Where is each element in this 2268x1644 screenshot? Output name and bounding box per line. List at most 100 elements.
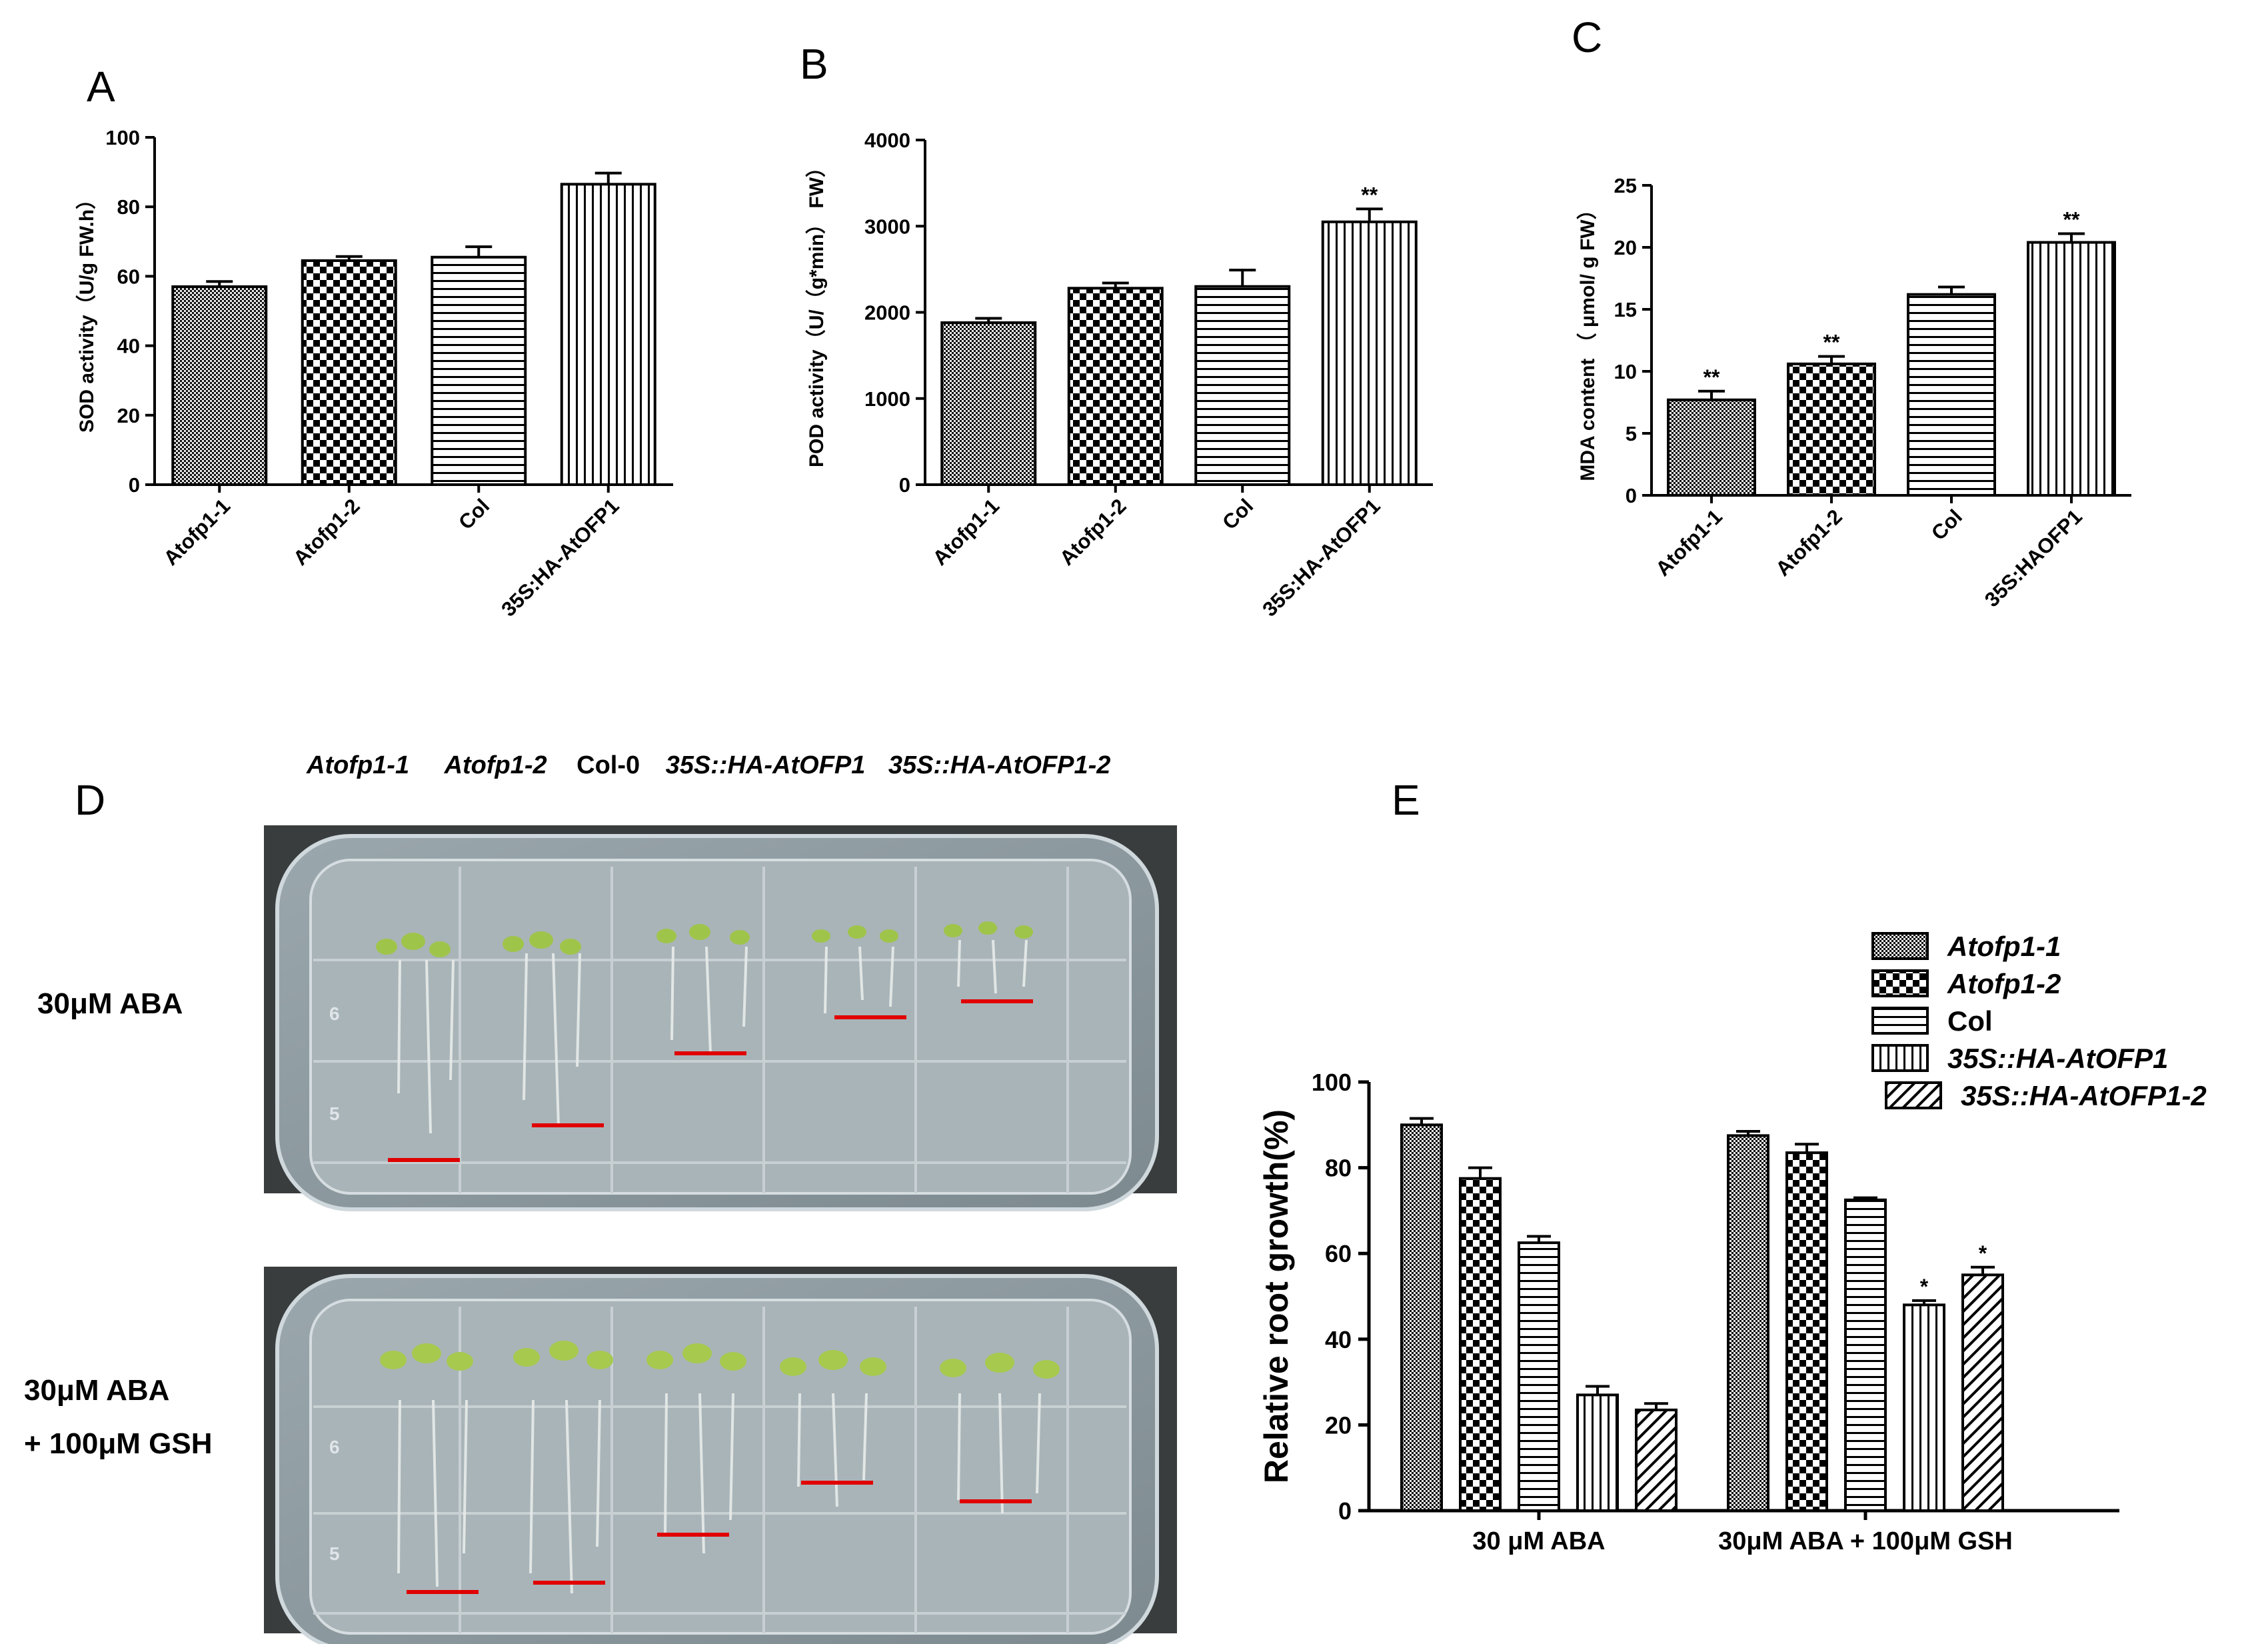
significance-mark: * [1979, 1241, 1987, 1265]
category-label: Col [454, 494, 494, 534]
genotype-label: 35S::HA-AtOFP1 [666, 751, 866, 779]
bar [1785, 1151, 1828, 1512]
legend-label: Atofp1-2 [1947, 968, 2061, 999]
y-axis-label: POD activity（U/（g*min） FW） [805, 157, 828, 467]
y-tick-label: 60 [1325, 1240, 1352, 1267]
legend-e: Atofp1-1Atofp1-2Col35S::HA-AtOFP135S::HA… [1871, 931, 2207, 1111]
y-tick-label: 0 [899, 473, 910, 497]
y-tick-label: 40 [1325, 1326, 1352, 1353]
bar [1459, 1177, 1502, 1513]
bar [171, 285, 268, 486]
y-tick-label: 4000 [864, 129, 910, 152]
bar [1727, 1134, 1769, 1512]
y-tick-label: 0 [1338, 1497, 1352, 1525]
y-axis-label: Relative root growth(%) [1258, 1109, 1295, 1483]
category-label: Atofp1-1 [159, 494, 235, 570]
plate-marking: 6 [329, 1437, 340, 1457]
legend-swatch [1871, 932, 1929, 960]
significance-mark: ** [1361, 183, 1378, 207]
y-tick-label: 100 [105, 126, 140, 149]
category-label: Col [1927, 505, 1967, 545]
y-tick-label: 0 [1626, 484, 1637, 507]
legend-swatch [1871, 969, 1929, 997]
bar [1787, 362, 1876, 497]
condition-label-aba: 30μM ABA [37, 987, 183, 1020]
legend-label: Col [1947, 1005, 1993, 1037]
condition-label-aba-gsh-line1: 30μM ABA [24, 1374, 169, 1407]
legend-swatch [1885, 1081, 1942, 1109]
category-label: Atofp1-2 [289, 494, 365, 570]
y-tick-label: 1000 [864, 387, 910, 411]
bar [2027, 241, 2116, 497]
category-label: Atofp1-1 [1651, 505, 1727, 581]
y-tick-label: 20 [117, 404, 140, 427]
bar [1903, 1303, 1945, 1512]
bar [431, 255, 527, 486]
panel-label-a: A [87, 63, 115, 111]
plate-marking: 5 [329, 1543, 340, 1564]
significance-mark: * [1920, 1275, 1929, 1299]
chart-c-mda-content: 0 5 10 15 20 25 MDA content （ μmol/ g FW） ** Ato… [1576, 174, 2131, 611]
y-tick-label: 0 [129, 473, 140, 497]
y-axis-label: SOD activity（U/g FW.h） [75, 189, 98, 433]
bar [1400, 1123, 1443, 1513]
bar [1067, 287, 1164, 486]
bar [1667, 398, 1756, 497]
y-tick-label: 100 [1312, 1069, 1352, 1096]
legend-label: Atofp1-1 [1947, 931, 2061, 962]
category-label: Atofp1-2 [1771, 505, 1847, 581]
category-label: Atofp1-1 [928, 494, 1004, 570]
genotype-label: Atofp1-1 [306, 751, 409, 779]
bar [1321, 220, 1418, 486]
genotype-label: 35S::HA-AtOFP1-2 [888, 751, 1111, 779]
y-tick-label: 25 [1614, 174, 1637, 197]
genotype-label: Col-0 [576, 751, 640, 779]
y-tick-label: 3000 [864, 215, 910, 238]
bar [1194, 285, 1291, 486]
category-label: 30μM ABA + 100μM GSH [1718, 1527, 2013, 1555]
genotype-label: Atofp1-2 [444, 751, 547, 779]
y-tick-label: 80 [1325, 1155, 1352, 1182]
genotype-header: Atofp1-1 Atofp1-2 Col-0 35S::HA-AtOFP1 3… [306, 751, 1110, 779]
y-tick-label: 15 [1614, 298, 1637, 321]
category-label: Col [1218, 494, 1258, 534]
plate-photo-aba-gsh: 6 5 [264, 1267, 1177, 1644]
category-label: 35S:HA-AtOFP1 [497, 494, 623, 621]
plate-marking: 5 [329, 1103, 340, 1124]
category-label: Atofp1-2 [1055, 494, 1131, 570]
category-label: 35S:HAOFP1 [1980, 505, 2087, 611]
significance-mark: ** [1703, 365, 1720, 389]
panel-label-b: B [800, 40, 828, 88]
legend-label: 35S::HA-AtOFP1 [1947, 1043, 2168, 1074]
y-tick-label: 20 [1325, 1411, 1352, 1439]
y-tick-label: 80 [117, 195, 140, 219]
bar [1961, 1273, 2004, 1512]
category-label: 30 μM ABA [1472, 1527, 1605, 1555]
y-tick-label: 5 [1626, 422, 1637, 445]
bar [301, 259, 397, 486]
y-tick-label: 20 [1614, 236, 1637, 259]
chart-e-relative-root-growth: 0 20 40 60 80 100 Relative root growth(%) 30 μM… [1258, 1069, 2119, 1555]
y-tick-label: 40 [117, 335, 140, 358]
chart-a-sod-activity: 0 20 40 60 80 100 SOD activity（U/g FW.h） Atofp1… [75, 126, 673, 621]
y-tick-label: 60 [117, 265, 140, 288]
panel-label-e: E [1392, 776, 1420, 824]
significance-mark: ** [1823, 331, 1840, 355]
y-tick-label: 10 [1614, 360, 1637, 383]
bar [940, 321, 1037, 487]
chart-b-pod-activity: 0 1000 2000 3000 4000 POD activity（U/（g*min） … [805, 129, 1433, 621]
panel-label-d: D [75, 776, 105, 824]
plate-marking: 6 [329, 1003, 340, 1024]
legend-swatch [1871, 1044, 1929, 1072]
y-axis-label: MDA content （ μmol/ g FW） [1576, 199, 1599, 481]
bar [1576, 1393, 1619, 1512]
legend-label: 35S::HA-AtOFP1-2 [1961, 1080, 2207, 1111]
bar [1635, 1408, 1678, 1513]
category-label: 35S:HA-AtOFP1 [1258, 494, 1384, 621]
y-tick-label: 2000 [864, 301, 910, 325]
legend-swatch [1871, 1007, 1929, 1035]
bar [1844, 1198, 1887, 1512]
condition-label-aba-gsh-line2: + 100μM GSH [24, 1427, 212, 1460]
bar [1518, 1241, 1560, 1512]
